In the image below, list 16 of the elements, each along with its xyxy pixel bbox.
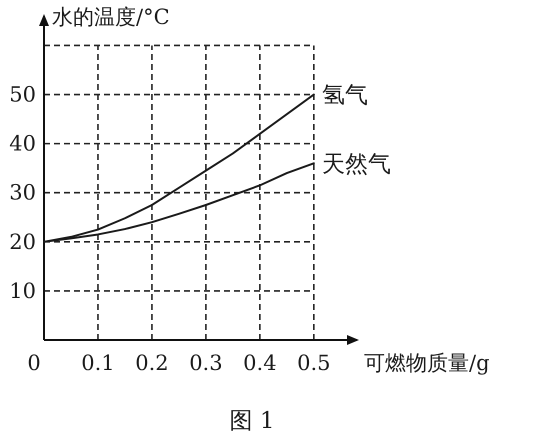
series-label: 天然气 — [322, 151, 391, 178]
y-axis-title: 水的温度/°C — [52, 5, 170, 29]
y-tick-label: 50 — [9, 82, 36, 107]
y-tick-label: 20 — [9, 230, 36, 254]
y-tick-label: 30 — [9, 180, 36, 205]
y-tick-label: 10 — [9, 278, 36, 303]
x-tick-label: 0.5 — [297, 351, 331, 375]
series-label: 氢气 — [322, 82, 368, 109]
x-tick-label: 0.2 — [135, 351, 169, 375]
x-tick-label: 0 — [27, 351, 41, 375]
x-axis-title: 可燃物质量/g — [364, 351, 490, 375]
x-tick-label: 0.3 — [189, 351, 223, 375]
x-tick-label: 0.1 — [81, 351, 115, 375]
y-tick-label: 40 — [9, 132, 36, 156]
caption: 图 1 — [230, 408, 274, 434]
x-tick-label: 0.4 — [243, 351, 277, 375]
